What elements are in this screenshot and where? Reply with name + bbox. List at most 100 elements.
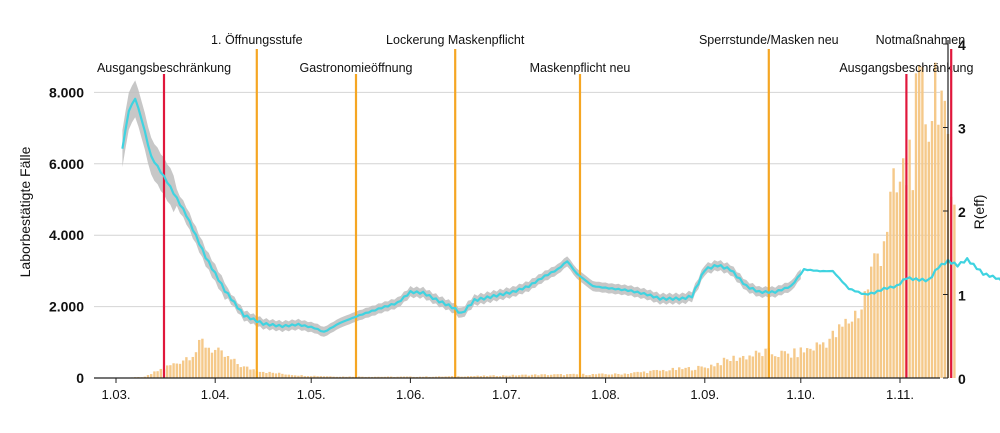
daily-cases-bar xyxy=(252,369,255,378)
daily-cases-bar xyxy=(594,374,598,378)
x-tick-label: 1.03. xyxy=(102,387,131,402)
reff-series-line xyxy=(121,97,1000,333)
daily-cases-bar xyxy=(729,360,732,378)
daily-cases-bar xyxy=(543,374,546,378)
daily-cases-bar xyxy=(694,369,697,378)
daily-cases-bar xyxy=(188,360,191,378)
daily-cases-bar xyxy=(902,158,905,378)
reff-confidence-area xyxy=(122,80,801,337)
daily-cases-bar xyxy=(639,372,642,378)
daily-cases-bar xyxy=(217,347,220,378)
daily-cases-bar xyxy=(450,376,454,378)
y-left-tick-label: 6.000 xyxy=(49,156,84,172)
daily-cases-bar xyxy=(150,374,153,378)
daily-cases-bar xyxy=(591,373,594,378)
daily-cases-bar xyxy=(562,375,566,378)
daily-cases-bar xyxy=(287,374,290,378)
event-label-5: Maskenpflicht neu xyxy=(530,61,631,75)
daily-cases-bar xyxy=(892,168,895,378)
daily-cases-bar xyxy=(185,357,188,378)
daily-cases-bar xyxy=(588,375,591,378)
daily-cases-bars xyxy=(118,62,956,379)
daily-cases-bar xyxy=(566,374,569,378)
daily-cases-bar xyxy=(284,374,287,378)
daily-cases-bar xyxy=(697,365,700,378)
y-left-tick-label: 4.000 xyxy=(49,227,84,243)
daily-cases-bar xyxy=(502,375,505,378)
daily-cases-bar xyxy=(908,139,911,378)
daily-cases-bar xyxy=(844,318,847,378)
daily-cases-bar xyxy=(508,375,511,378)
reff-line xyxy=(121,97,1000,333)
y-right-tick-label: 0 xyxy=(958,371,966,387)
daily-cases-bar xyxy=(175,363,178,378)
daily-cases-bar xyxy=(582,373,585,378)
daily-cases-bar xyxy=(943,100,946,378)
daily-cases-bar xyxy=(742,355,745,378)
daily-cases-bar xyxy=(690,370,694,378)
daily-cases-bar xyxy=(726,359,729,378)
daily-cases-bar xyxy=(476,375,479,378)
daily-cases-bar xyxy=(207,347,210,378)
daily-cases-bar xyxy=(361,376,364,378)
y-left-tick-label: 8.000 xyxy=(49,84,84,100)
daily-cases-bar xyxy=(598,373,601,378)
daily-cases-bar xyxy=(636,371,639,378)
daily-cases-bar xyxy=(732,355,735,378)
daily-cases-bar xyxy=(818,344,822,378)
x-tick-label: 1.04. xyxy=(201,387,230,402)
daily-cases-bar xyxy=(383,376,386,378)
daily-cases-bar xyxy=(204,347,207,378)
daily-cases-bar xyxy=(921,66,924,378)
daily-cases-bar xyxy=(236,364,239,378)
daily-cases-bar xyxy=(802,352,806,378)
daily-cases-bar xyxy=(226,355,230,378)
event-label-7: Ausgangsbeschränkung xyxy=(839,61,973,75)
daily-cases-bar xyxy=(479,376,482,378)
daily-cases-bar xyxy=(754,350,758,378)
daily-cases-bar xyxy=(265,373,268,378)
daily-cases-bar xyxy=(575,374,578,378)
daily-cases-bar xyxy=(550,374,553,378)
daily-cases-bar xyxy=(249,369,252,378)
daily-cases-bar xyxy=(927,141,930,378)
daily-cases-bar xyxy=(572,373,575,378)
daily-cases-bar xyxy=(527,375,530,378)
daily-cases-bar xyxy=(492,375,495,378)
daily-cases-bar xyxy=(620,374,623,378)
x-tick-label: 1.07. xyxy=(492,387,521,402)
daily-cases-bar xyxy=(876,253,879,378)
daily-cases-bar xyxy=(438,376,441,378)
daily-cases-bar xyxy=(706,368,710,378)
daily-cases-bar xyxy=(687,367,690,378)
daily-cases-bar xyxy=(630,373,633,378)
daily-cases-bar xyxy=(604,374,607,378)
daily-cases-bar xyxy=(918,65,921,378)
daily-cases-bar xyxy=(489,375,492,378)
daily-cases-bar xyxy=(585,375,588,378)
daily-cases-bar xyxy=(761,356,764,378)
daily-cases-bar xyxy=(329,376,332,378)
event-label-2: 1. Öffnungsstufe xyxy=(211,33,303,47)
daily-cases-bar xyxy=(230,359,233,378)
daily-cases-bar xyxy=(444,376,447,378)
daily-cases-bar xyxy=(233,358,236,378)
reff-confidence-band xyxy=(122,80,801,337)
daily-cases-bar xyxy=(153,371,156,378)
daily-cases-bar xyxy=(646,373,649,378)
daily-cases-bar xyxy=(642,371,646,378)
daily-cases-bar xyxy=(847,323,850,378)
daily-cases-bar xyxy=(934,62,937,378)
daily-cases-bar xyxy=(473,376,476,378)
daily-cases-bar xyxy=(777,357,780,378)
daily-cases-bar xyxy=(822,342,825,378)
daily-cases-bar xyxy=(457,376,460,378)
daily-cases-bar xyxy=(738,357,742,378)
daily-cases-bar xyxy=(262,371,265,378)
daily-cases-bar xyxy=(882,241,886,378)
daily-cases-bar xyxy=(146,375,150,378)
daily-cases-bar xyxy=(838,324,841,378)
daily-cases-bar xyxy=(460,376,463,378)
daily-cases-bar xyxy=(300,375,303,378)
daily-cases-bar xyxy=(649,370,652,378)
